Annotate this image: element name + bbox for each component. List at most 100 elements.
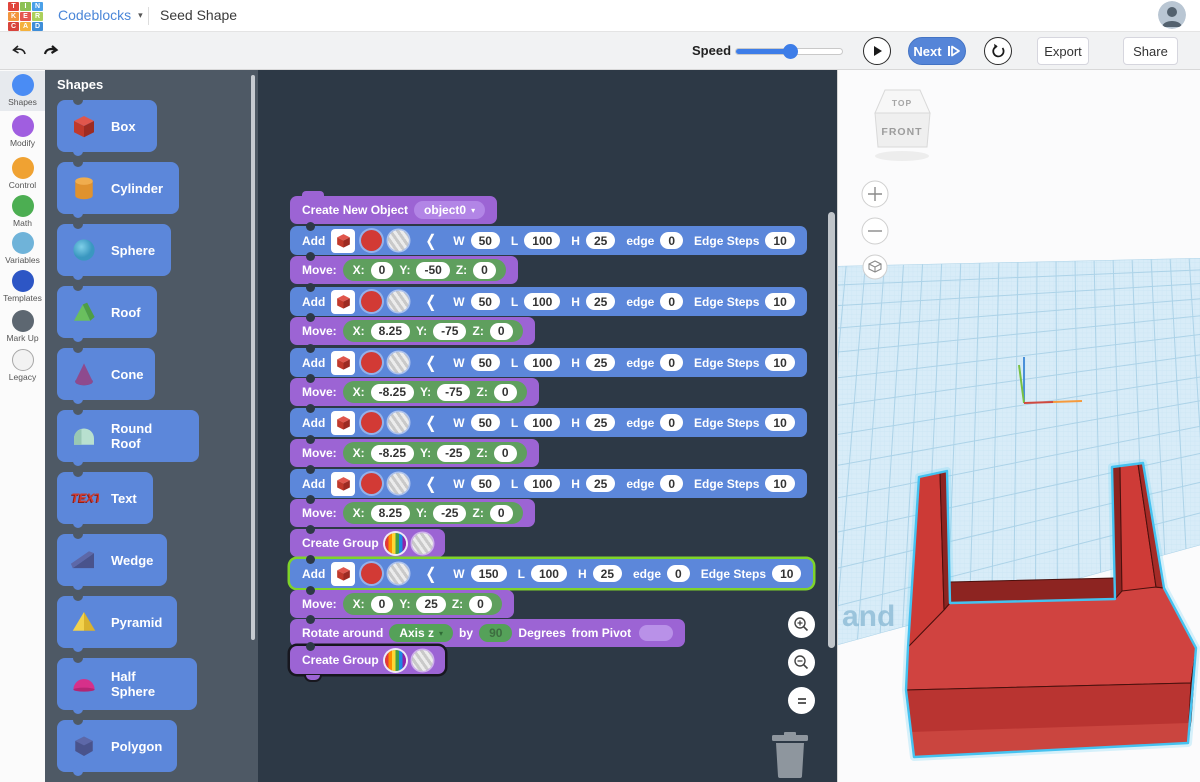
y-field[interactable]: -75: [437, 383, 471, 401]
collapse-toggle-icon[interactable]: ❮: [425, 230, 437, 250]
length-field[interactable]: 100: [524, 354, 561, 371]
edge-field[interactable]: 0: [660, 414, 684, 431]
material-swatch[interactable]: [388, 352, 410, 373]
z-field[interactable]: 0: [469, 595, 492, 613]
speed-slider[interactable]: [735, 44, 843, 59]
viewport-3d-panel[interactable]: and TOP FRONT: [837, 70, 1200, 782]
block-create-group[interactable]: Create Group: [290, 525, 445, 557]
speed-slider-thumb[interactable]: [783, 44, 799, 59]
shape-block-sphere[interactable]: Sphere: [57, 219, 171, 280]
y-field[interactable]: -50: [416, 261, 450, 279]
shape-thumbnail[interactable]: [331, 350, 356, 375]
material-swatch[interactable]: [388, 473, 410, 494]
length-field[interactable]: 100: [530, 565, 567, 582]
width-field[interactable]: 50: [470, 354, 500, 371]
edge-field[interactable]: 0: [660, 293, 684, 310]
edge-steps-field[interactable]: 10: [765, 293, 795, 310]
block-rotate-around[interactable]: Rotate around Axis z ▾ by 90 Degrees from Pivo…: [290, 615, 686, 647]
y-field[interactable]: 25: [416, 595, 446, 613]
color-swatch[interactable]: [361, 291, 383, 312]
share-button[interactable]: Share: [1123, 37, 1178, 65]
edge-field[interactable]: 0: [660, 354, 684, 371]
sidebar-item-legacy[interactable]: Legacy: [0, 346, 45, 386]
document-title[interactable]: Seed Shape: [160, 7, 238, 23]
viewport-zoom-in-button[interactable]: [861, 180, 889, 208]
object-name-dropdown[interactable]: object0 ▾: [414, 201, 486, 219]
sidebar-item-variables[interactable]: Variables: [0, 229, 45, 269]
shape-thumbnail[interactable]: [331, 289, 356, 314]
width-field[interactable]: 50: [470, 232, 500, 249]
app-menu-codeblocks[interactable]: Codeblocks ▾: [58, 7, 143, 23]
viewport-zoom-out-button[interactable]: [861, 217, 889, 245]
degrees-field[interactable]: 90: [479, 624, 513, 642]
block-move[interactable]: Move: X: -8.25 Y: -75 Z: 0: [290, 374, 539, 406]
shape-block-round-roof[interactable]: Round Roof: [57, 405, 199, 466]
block-add-box[interactable]: Add ❮ W 50 L 100 H 25 edge 0 Edge Steps 10: [290, 465, 807, 498]
model-seed-shape[interactable]: [905, 462, 1197, 758]
collapse-toggle-icon[interactable]: ❮: [425, 412, 437, 432]
canvas-zoom-out-button[interactable]: [788, 649, 815, 676]
material-swatch[interactable]: [388, 291, 410, 312]
block-move[interactable]: Move: X: 0 Y: -50 Z: 0: [290, 252, 518, 284]
block-add-box[interactable]: Add ❮ W 50 L 100 H 25 edge 0 Edge Steps 10: [290, 404, 807, 437]
length-field[interactable]: 100: [524, 475, 561, 492]
shape-block-text[interactable]: TEXT TEXT Text: [57, 467, 153, 528]
view-cube-front-label[interactable]: FRONT: [881, 126, 922, 138]
shape-block-polygon[interactable]: Polygon: [57, 715, 177, 776]
x-field[interactable]: 0: [370, 261, 394, 279]
sidebar-item-math[interactable]: Math: [0, 192, 45, 232]
x-field[interactable]: 8.25: [370, 322, 411, 340]
block-move[interactable]: Move: X: 0 Y: 25 Z: 0: [290, 586, 514, 618]
material-swatch[interactable]: [388, 412, 410, 433]
color-swatch[interactable]: [361, 412, 383, 433]
collapse-toggle-icon[interactable]: ❮: [425, 352, 437, 372]
canvas-zoom-in-button[interactable]: [788, 611, 815, 638]
block-add-box[interactable]: Add ❮ W 50 L 100 H 25 edge 0 Edge Steps 10: [290, 222, 807, 255]
view-cube[interactable]: TOP FRONT: [874, 89, 931, 161]
z-field[interactable]: 0: [493, 383, 517, 401]
multicolor-swatch[interactable]: [384, 532, 406, 554]
edge-steps-field[interactable]: 10: [765, 414, 795, 431]
shape-block-half-sphere[interactable]: Half Sphere: [57, 653, 197, 714]
block-move[interactable]: Move: X: 8.25 Y: -25 Z: 0: [290, 495, 535, 527]
multicolor-swatch[interactable]: [384, 649, 406, 671]
edge-steps-field[interactable]: 10: [765, 475, 795, 492]
width-field[interactable]: 150: [470, 565, 507, 582]
z-field[interactable]: 0: [489, 322, 513, 340]
sidebar-item-mark-up[interactable]: Mark Up: [0, 307, 45, 347]
undo-icon[interactable]: [10, 42, 28, 60]
y-field[interactable]: -25: [437, 444, 471, 462]
height-field[interactable]: 25: [592, 565, 622, 582]
shape-thumbnail[interactable]: [331, 228, 356, 253]
block-add-box[interactable]: Add ❮ W 50 L 100 H 25 edge 0 Edge Steps 10: [290, 344, 807, 377]
shape-block-roof[interactable]: Roof: [57, 281, 157, 342]
material-swatch[interactable]: [411, 649, 433, 671]
y-field[interactable]: -75: [433, 322, 467, 340]
y-field[interactable]: -25: [433, 504, 467, 522]
canvas-fit-button[interactable]: [788, 687, 815, 714]
z-field[interactable]: 0: [493, 444, 517, 462]
axis-dropdown[interactable]: Axis z ▾: [389, 624, 454, 642]
length-field[interactable]: 100: [524, 232, 561, 249]
shape-block-box[interactable]: Box: [57, 95, 157, 156]
export-button[interactable]: Export: [1037, 37, 1089, 65]
shape-block-pyramid[interactable]: Pyramid: [57, 591, 177, 652]
color-swatch[interactable]: [361, 352, 383, 373]
material-swatch[interactable]: [388, 230, 410, 251]
width-field[interactable]: 50: [470, 414, 500, 431]
length-field[interactable]: 100: [524, 293, 561, 310]
edge-field[interactable]: 0: [660, 232, 684, 249]
edge-steps-field[interactable]: 10: [765, 232, 795, 249]
collapse-toggle-icon[interactable]: ❮: [425, 473, 437, 493]
material-swatch[interactable]: [388, 563, 410, 584]
canvas-scrollbar[interactable]: [828, 212, 835, 648]
x-field[interactable]: -8.25: [370, 383, 415, 401]
edge-field[interactable]: 0: [660, 475, 684, 492]
block-create-new-object[interactable]: Create New Object object0 ▾: [290, 191, 498, 224]
shape-thumbnail[interactable]: [331, 410, 356, 435]
trash-can[interactable]: [770, 732, 810, 778]
sidebar-item-modify[interactable]: Modify: [0, 112, 45, 152]
sidebar-item-control[interactable]: Control: [0, 154, 45, 194]
x-field[interactable]: 0: [370, 595, 394, 613]
